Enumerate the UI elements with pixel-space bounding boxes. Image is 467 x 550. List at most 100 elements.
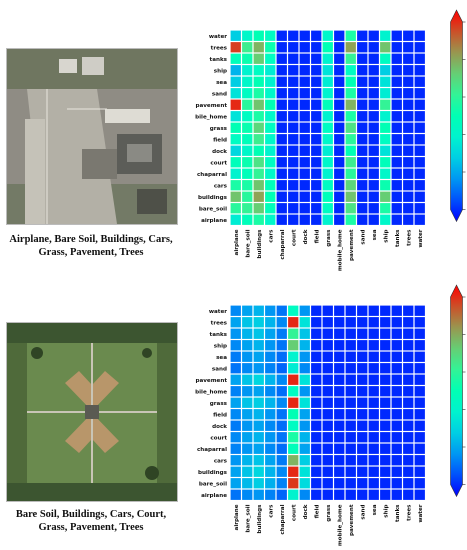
- heatmap-cell: [253, 328, 264, 339]
- heatmap-cell: [334, 30, 345, 41]
- x-tick-label: trees: [406, 229, 412, 246]
- heatmap-cell: [403, 180, 414, 191]
- heatmap-cell: [311, 180, 322, 191]
- heatmap-cell: [334, 397, 345, 408]
- heatmap-cell: [403, 99, 414, 110]
- heatmap-cell: [368, 157, 379, 168]
- heatmap-cell: [357, 386, 368, 397]
- heatmap-cell: [242, 88, 253, 99]
- y-tick-label: dock: [212, 424, 227, 430]
- colorbar: [450, 284, 463, 498]
- heatmap-cell: [230, 363, 241, 374]
- heatmap-cell: [357, 111, 368, 122]
- heatmap-cell: [414, 191, 425, 202]
- heatmap-cell: [368, 386, 379, 397]
- y-tick-label: bile_home: [195, 114, 227, 120]
- heatmap-cell: [311, 386, 322, 397]
- aerial-image-baseball-fields: [6, 322, 178, 502]
- heatmap-cell: [380, 134, 391, 145]
- x-tick-label: bare_soil: [245, 229, 251, 257]
- heatmap-cell: [253, 145, 264, 156]
- heatmap-cell: [299, 409, 310, 420]
- x-tick-label: airplane: [234, 504, 240, 530]
- heatmap-cell: [276, 168, 287, 179]
- x-tick-label: tanks: [395, 229, 401, 247]
- heatmap-cell: [299, 191, 310, 202]
- heatmap-cell: [414, 203, 425, 214]
- heatmap-cell: [265, 145, 276, 156]
- heatmap-cell: [414, 214, 425, 225]
- heatmap-cell: [322, 203, 333, 214]
- heatmap-cell: [403, 340, 414, 351]
- heatmap-cell: [380, 191, 391, 202]
- heatmap-cell: [380, 466, 391, 477]
- heatmap-cell: [288, 99, 299, 110]
- heatmap-cell: [334, 145, 345, 156]
- heatmap-cell: [276, 180, 287, 191]
- heatmap-cell: [391, 420, 402, 431]
- y-tick-label: airplane: [201, 218, 227, 224]
- y-tick-label: court: [210, 160, 227, 166]
- x-tick-label: bare_soil: [245, 504, 251, 532]
- heatmap-cell: [242, 420, 253, 431]
- heatmap-cell: [334, 53, 345, 64]
- heatmap-cell: [357, 76, 368, 87]
- heatmap-cell: [345, 305, 356, 316]
- heatmap-cell: [253, 134, 264, 145]
- heatmap-cell: [242, 157, 253, 168]
- heatmap-cell: [276, 397, 287, 408]
- x-tick-label: tanks: [395, 504, 401, 522]
- heatmap-cell: [299, 328, 310, 339]
- heatmap-cell: [380, 122, 391, 133]
- heatmap-cell: [380, 397, 391, 408]
- heatmap-cell: [276, 443, 287, 454]
- image-caption-2: Bare Soil, Buildings, Cars, Court, Grass…: [2, 508, 180, 534]
- heatmap-cell: [357, 489, 368, 500]
- heatmap-cell: [242, 65, 253, 76]
- heatmap-cell: [368, 420, 379, 431]
- heatmap-cell: [334, 42, 345, 53]
- heatmap-cell: [403, 203, 414, 214]
- y-tick-label: tanks: [210, 332, 228, 338]
- heatmap-cell: [414, 53, 425, 64]
- heatmap-cell: [368, 122, 379, 133]
- heatmap-cell: [230, 53, 241, 64]
- heatmap-cell: [334, 489, 345, 500]
- heatmap-cell: [265, 374, 276, 385]
- heatmap-cell: [368, 466, 379, 477]
- heatmap-cell: [311, 157, 322, 168]
- heatmap-cell: [380, 168, 391, 179]
- caption-line: Bare Soil, Buildings, Cars, Court,: [15, 509, 167, 520]
- heatmap-cell: [288, 374, 299, 385]
- heatmap-cell: [414, 42, 425, 53]
- heatmap-cell: [230, 420, 241, 431]
- heatmap-cell: [368, 88, 379, 99]
- heatmap-cell: [380, 99, 391, 110]
- heatmap-cell: [322, 168, 333, 179]
- heatmap-cell: [391, 489, 402, 500]
- heatmap-cell: [288, 478, 299, 489]
- heatmap-cell: [345, 351, 356, 362]
- heatmap-cell: [322, 478, 333, 489]
- heatmap-svg: watertreestanksshipseasandpavementbile_h…: [195, 284, 466, 546]
- heatmap-cell: [276, 409, 287, 420]
- heatmap-cell: [253, 374, 264, 385]
- heatmap-cell: [242, 478, 253, 489]
- x-tick-label: airplane: [234, 229, 240, 255]
- heatmap-cell: [299, 42, 310, 53]
- heatmap-cell: [299, 443, 310, 454]
- heatmap-cell: [230, 305, 241, 316]
- heatmap-cell: [230, 191, 241, 202]
- heatmap-cell: [311, 88, 322, 99]
- heatmap-cell: [253, 489, 264, 500]
- heatmap-cell: [334, 191, 345, 202]
- x-tick-label: mobile_home: [337, 504, 343, 546]
- y-tick-label: field: [213, 137, 227, 143]
- heatmap-cell: [230, 122, 241, 133]
- heatmap-cell: [242, 374, 253, 385]
- heatmap-cell: [334, 305, 345, 316]
- heatmap-cell: [311, 478, 322, 489]
- heatmap-cell: [322, 99, 333, 110]
- heatmap-cell: [322, 305, 333, 316]
- heatmap-cell: [299, 489, 310, 500]
